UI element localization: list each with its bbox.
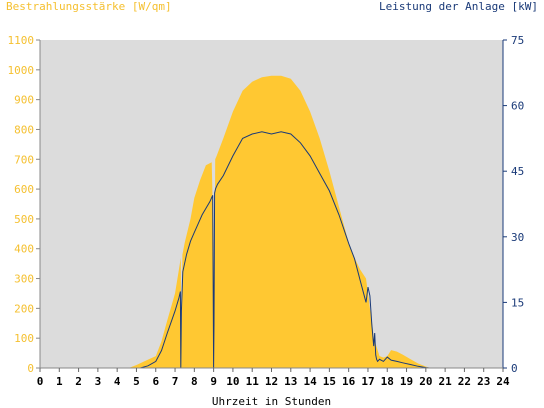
x-tick-label: 0	[37, 375, 44, 388]
y-left-tick-label: 1000	[8, 64, 35, 77]
x-tick-label: 15	[323, 375, 336, 388]
x-tick-label: 20	[419, 375, 432, 388]
x-tick-label: 8	[191, 375, 198, 388]
x-tick-label: 1	[56, 375, 63, 388]
y-left-tick-label: 700	[14, 153, 34, 166]
power-line	[40, 131, 503, 369]
x-tick-label: 7	[172, 375, 179, 388]
x-tick-label: 2	[75, 375, 82, 388]
y-right-tick-label: 15	[511, 296, 524, 309]
x-tick-label: 24	[496, 375, 510, 388]
y-left-tick-label: 1100	[8, 34, 35, 47]
x-tick-label: 23	[477, 375, 490, 388]
x-tick-label: 12	[265, 375, 278, 388]
x-tick-label: 16	[342, 375, 356, 388]
x-tick-label: 9	[210, 375, 217, 388]
left-axis-title: Bestrahlungsstärke [W/qm]	[6, 0, 172, 13]
x-tick-label: 6	[152, 375, 159, 388]
x-tick-label: 13	[284, 375, 297, 388]
y-left-tick-label: 900	[14, 94, 34, 107]
x-tick-label: 10	[226, 375, 239, 388]
irradiance-area	[40, 75, 503, 369]
y-left-tick-label: 800	[14, 123, 34, 136]
y-left-tick-label: 200	[14, 302, 34, 315]
y-right-tick-label: 60	[511, 100, 524, 113]
x-tick-label: 18	[381, 375, 394, 388]
y-right-tick-label: 75	[511, 34, 524, 47]
right-axis-title: Leistung der Anlage [kW]	[379, 0, 538, 13]
x-tick-label: 4	[114, 375, 121, 388]
x-tick-label: 17	[361, 375, 374, 388]
y-left-tick-label: 400	[14, 243, 34, 256]
y-left-tick-label: 600	[14, 183, 34, 196]
y-left-tick-label: 500	[14, 213, 34, 226]
x-tick-label: 21	[439, 375, 453, 388]
y-left-tick-label: 300	[14, 273, 34, 286]
y-right-tick-label: 0	[511, 362, 518, 375]
y-left-tick-label: 100	[14, 332, 34, 345]
y-left-tick-label: 0	[27, 362, 34, 375]
x-tick-label: 3	[95, 375, 102, 388]
x-tick-label: 11	[246, 375, 260, 388]
x-tick-label: 19	[400, 375, 413, 388]
y-right-tick-label: 30	[511, 231, 524, 244]
x-tick-label: 14	[303, 375, 317, 388]
y-right-tick-label: 45	[511, 165, 524, 178]
x-tick-label: 5	[133, 375, 140, 388]
x-tick-label: 22	[458, 375, 471, 388]
x-axis-label: Uhrzeit in Stunden	[212, 395, 331, 408]
